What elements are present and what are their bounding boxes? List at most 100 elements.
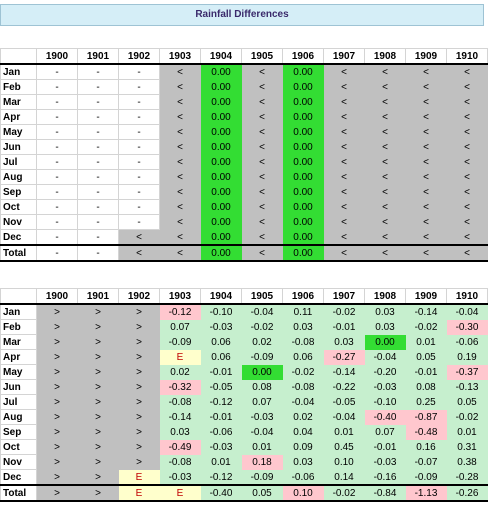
data-cell[interactable]: -0.10 (200, 303, 242, 320)
data-cell[interactable]: 0.00 (282, 214, 324, 230)
data-cell[interactable]: - (36, 124, 78, 140)
data-cell[interactable]: - (77, 139, 119, 155)
data-cell[interactable]: - (118, 124, 160, 140)
sheet-title[interactable]: Rainfall Differences (0, 4, 484, 26)
data-cell[interactable]: - (118, 169, 160, 185)
data-cell[interactable]: > (36, 469, 78, 486)
data-cell[interactable]: 0.14 (323, 469, 365, 486)
data-cell[interactable]: 0.08 (241, 379, 283, 395)
data-cell[interactable]: -0.04 (282, 394, 324, 410)
data-cell[interactable]: < (405, 169, 447, 185)
data-cell[interactable]: -0.20 (364, 364, 406, 380)
data-cell[interactable]: 0.00 (282, 63, 324, 80)
data-cell[interactable]: -0.12 (159, 303, 201, 320)
month-label[interactable]: May (0, 364, 37, 380)
data-cell[interactable]: < (159, 199, 201, 215)
data-cell[interactable]: 0.07 (159, 319, 201, 335)
data-cell[interactable]: 0.00 (200, 184, 242, 200)
data-cell[interactable]: -0.09 (241, 469, 283, 486)
data-cell[interactable]: 0.16 (405, 439, 447, 455)
data-cell[interactable]: > (36, 394, 78, 410)
total-cell[interactable]: - (77, 244, 119, 262)
total-cell[interactable]: 0.00 (282, 244, 324, 262)
year-header[interactable]: 1903 (159, 288, 201, 305)
data-cell[interactable]: < (159, 109, 201, 125)
data-cell[interactable]: < (364, 109, 406, 125)
data-cell[interactable]: - (36, 139, 78, 155)
data-cell[interactable]: 0.09 (282, 439, 324, 455)
data-cell[interactable]: > (118, 364, 160, 380)
data-cell[interactable]: 0.00 (282, 169, 324, 185)
data-cell[interactable]: < (159, 154, 201, 170)
data-cell[interactable]: -0.04 (241, 303, 283, 320)
data-cell[interactable]: 0.00 (200, 139, 242, 155)
data-cell[interactable]: < (364, 139, 406, 155)
data-cell[interactable]: -0.48 (405, 424, 447, 440)
total-cell[interactable]: < (241, 244, 283, 262)
total-cell[interactable]: -0.84 (364, 484, 406, 502)
month-label[interactable]: Apr (0, 109, 37, 125)
data-cell[interactable]: < (446, 184, 488, 200)
data-cell[interactable]: 0.03 (323, 334, 365, 350)
data-cell[interactable]: 0.00 (282, 94, 324, 110)
data-cell[interactable]: - (118, 79, 160, 95)
data-cell[interactable]: < (364, 169, 406, 185)
month-label[interactable]: Sep (0, 424, 37, 440)
data-cell[interactable]: 0.04 (282, 424, 324, 440)
data-cell[interactable]: 0.02 (241, 334, 283, 350)
year-header[interactable]: 1902 (118, 48, 160, 65)
total-cell[interactable]: - (36, 244, 78, 262)
data-cell[interactable]: 0.25 (405, 394, 447, 410)
data-cell[interactable]: < (364, 154, 406, 170)
data-cell[interactable]: - (36, 109, 78, 125)
data-cell[interactable]: - (77, 184, 119, 200)
year-header[interactable]: 1906 (282, 288, 324, 305)
data-cell[interactable]: - (118, 139, 160, 155)
data-cell[interactable]: 0.01 (323, 424, 365, 440)
data-cell[interactable]: 0.00 (200, 214, 242, 230)
data-cell[interactable]: > (77, 394, 119, 410)
data-cell[interactable]: 0.00 (200, 94, 242, 110)
data-cell[interactable]: - (77, 199, 119, 215)
data-cell[interactable]: < (118, 229, 160, 246)
total-cell[interactable]: < (118, 244, 160, 262)
month-label[interactable]: Feb (0, 79, 37, 95)
data-cell[interactable]: < (159, 94, 201, 110)
data-cell[interactable]: -0.06 (446, 334, 488, 350)
data-cell[interactable]: > (77, 454, 119, 470)
data-cell[interactable]: < (323, 124, 365, 140)
data-cell[interactable]: < (241, 139, 283, 155)
data-cell[interactable]: 0.00 (282, 199, 324, 215)
data-cell[interactable]: -0.12 (200, 469, 242, 486)
data-cell[interactable]: 0.03 (159, 424, 201, 440)
data-cell[interactable]: 0.31 (446, 439, 488, 455)
year-header[interactable]: 1905 (241, 48, 283, 65)
data-cell[interactable]: - (118, 184, 160, 200)
data-cell[interactable]: > (77, 303, 119, 320)
total-label[interactable]: Total (0, 244, 37, 262)
data-cell[interactable]: < (405, 184, 447, 200)
year-header[interactable]: 1909 (405, 288, 447, 305)
data-cell[interactable]: < (446, 154, 488, 170)
total-label[interactable]: Total (0, 484, 37, 502)
total-cell[interactable]: < (405, 244, 447, 262)
data-cell[interactable]: > (36, 319, 78, 335)
data-cell[interactable]: 0.18 (241, 454, 283, 470)
data-cell[interactable]: 0.06 (200, 334, 242, 350)
data-cell[interactable]: < (323, 63, 365, 80)
data-cell[interactable]: < (159, 79, 201, 95)
data-cell[interactable]: E (118, 469, 160, 486)
month-label[interactable]: Dec (0, 469, 37, 486)
data-cell[interactable]: -0.02 (241, 319, 283, 335)
data-cell[interactable]: < (446, 79, 488, 95)
data-cell[interactable]: 0.00 (282, 109, 324, 125)
data-cell[interactable]: > (77, 349, 119, 365)
month-label[interactable]: Jan (0, 303, 37, 320)
data-cell[interactable]: < (241, 79, 283, 95)
data-cell[interactable]: > (36, 364, 78, 380)
data-cell[interactable]: - (118, 109, 160, 125)
data-cell[interactable]: - (77, 63, 119, 80)
data-cell[interactable]: -0.37 (446, 364, 488, 380)
data-cell[interactable]: - (77, 214, 119, 230)
data-cell[interactable]: 0.00 (282, 79, 324, 95)
